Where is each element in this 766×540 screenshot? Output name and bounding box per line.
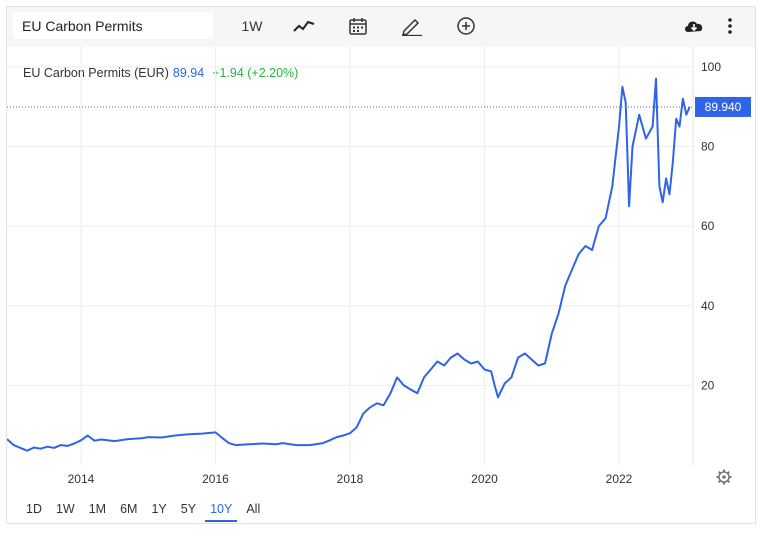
x-tick-label: 2014 — [68, 472, 95, 486]
x-tick-label: 2016 — [202, 472, 229, 486]
symbol-search-input[interactable] — [13, 12, 213, 39]
more-vertical-icon — [728, 18, 732, 34]
range-button-6m[interactable]: 6M — [120, 502, 138, 516]
range-selector: 1D 1W 1M 6M 1Y 5Y 10Y All — [19, 496, 267, 522]
chart-legend: EU Carbon Permits (EUR) 89.94 +1.94 (+2.20… — [23, 66, 298, 80]
chart-settings-button[interactable] — [716, 469, 732, 485]
calendar-icon — [349, 18, 367, 35]
x-axis: 2014 2016 2018 2020 2022 — [68, 472, 633, 486]
interval-button[interactable]: 1W — [235, 13, 269, 39]
range-button-5y[interactable]: 5Y — [180, 502, 197, 516]
range-button-1m[interactable]: 1M — [88, 502, 107, 516]
y-tick-label: 40 — [701, 299, 715, 313]
legend-name: EU Carbon Permits (EUR) — [23, 66, 169, 80]
chart-type-button[interactable] — [289, 13, 319, 39]
download-button[interactable] — [679, 13, 709, 39]
range-button-1y[interactable]: 1Y — [151, 502, 167, 516]
line-chart-icon — [293, 20, 315, 32]
draw-button[interactable] — [397, 13, 427, 39]
legend-change: +1.94 (+2.20%) — [212, 66, 299, 80]
interval-label: 1W — [241, 18, 263, 34]
chart-grid — [7, 47, 693, 465]
legend-price: 89.94 — [172, 66, 205, 80]
chart-widget: 1W — [6, 6, 756, 524]
price-chart[interactable]: 20 40 60 80 100 2014 2016 2018 2020 2022 89.940 — [7, 7, 755, 492]
add-indicator-button[interactable] — [451, 13, 481, 39]
date-range-button[interactable] — [343, 13, 373, 39]
download-cloud-icon — [685, 21, 703, 32]
range-button-1d[interactable]: 1D — [26, 502, 42, 516]
x-tick-label: 2022 — [606, 472, 633, 486]
range-button-10y[interactable]: 10Y — [203, 496, 239, 522]
toolbar: 1W — [7, 7, 755, 47]
range-button-1w[interactable]: 1W — [55, 502, 75, 516]
x-tick-label: 2018 — [337, 472, 364, 486]
price-series-line — [7, 77, 691, 452]
y-tick-label: 80 — [701, 140, 715, 154]
y-tick-label: 20 — [701, 378, 715, 392]
y-tick-label: 60 — [701, 219, 715, 233]
y-axis: 20 40 60 80 100 — [701, 60, 721, 392]
x-tick-label: 2020 — [471, 472, 498, 486]
pencil-icon — [401, 18, 422, 36]
price-tag: 89.940 — [695, 96, 751, 117]
more-options-button[interactable] — [719, 13, 741, 39]
y-tick-label: 100 — [701, 60, 721, 74]
price-tag-label: 89.940 — [705, 100, 742, 114]
range-button-all[interactable]: All — [246, 502, 261, 516]
plus-circle-icon — [457, 17, 475, 35]
price-tag-box — [695, 96, 751, 117]
